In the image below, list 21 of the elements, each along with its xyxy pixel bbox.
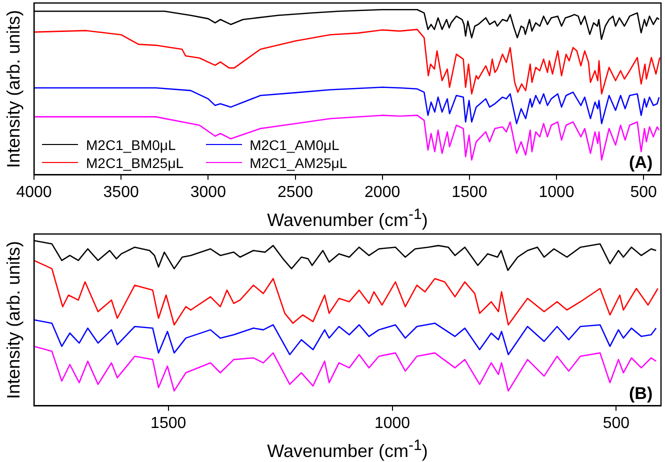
annotation: (A) bbox=[629, 152, 653, 172]
x-axis-title: Wavenumber (cm$^{-1}$) bbox=[266, 206, 429, 231]
x-tick-label: 500 bbox=[602, 414, 630, 432]
legend-label: M2C1_AM0μL bbox=[250, 136, 340, 153]
x-tick-label: 2500 bbox=[277, 184, 314, 201]
x-tick-label: 1000 bbox=[538, 184, 574, 201]
x-tick-label: 1500 bbox=[150, 414, 186, 432]
x-tick-label: 4000 bbox=[16, 184, 52, 201]
x-tick-label: 1000 bbox=[374, 414, 410, 432]
y-axis-title: Intensity (arb. units) bbox=[4, 240, 24, 399]
x-tick-label: 3500 bbox=[103, 184, 139, 201]
legend-label: M2C1_BM0μL bbox=[86, 136, 176, 153]
legend-label: M2C1_AM25μL bbox=[250, 154, 348, 171]
x-axis-title: Wavenumber (cm$^{-1}$) bbox=[266, 437, 429, 462]
legend-label: M2C1_BM25μL bbox=[86, 154, 184, 171]
x-tick-label: 2000 bbox=[364, 184, 400, 201]
annotation: (B) bbox=[629, 384, 653, 403]
y-axis-title: Intensity (arb. units) bbox=[4, 10, 24, 168]
x-tick-label: 500 bbox=[630, 184, 658, 201]
x-tick-label: 3000 bbox=[190, 184, 226, 201]
x-tick-label: 1500 bbox=[452, 184, 488, 201]
